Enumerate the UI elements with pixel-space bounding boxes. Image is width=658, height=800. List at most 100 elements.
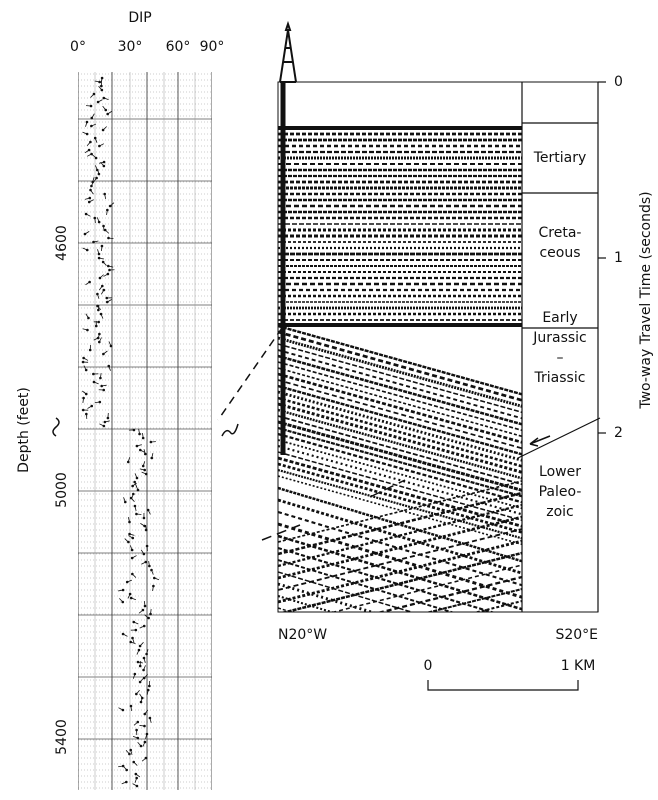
dip-tail [150, 608, 152, 615]
dip-tail [132, 783, 138, 787]
dip-tail [99, 423, 105, 427]
reflector [278, 367, 522, 438]
derrick [279, 20, 297, 83]
dip-tail [132, 482, 137, 487]
depth-label: Depth (feet) [16, 387, 32, 473]
dip-tail [98, 85, 103, 91]
dip-tail [139, 678, 144, 683]
dip-tail [140, 549, 145, 555]
dip-tail [119, 598, 124, 603]
dip-tail [99, 143, 105, 147]
reflector [278, 408, 522, 480]
unit-column [521, 82, 599, 612]
reflector [278, 539, 522, 604]
dip-tail [127, 457, 131, 463]
reflector [278, 384, 522, 456]
dip-tail [139, 468, 145, 471]
dip-tail [94, 137, 98, 143]
dip-tail [136, 649, 140, 655]
dip-tail [85, 313, 89, 319]
dip-tail [85, 213, 91, 217]
dip-tail [139, 625, 145, 629]
unit-label: Jurassic [532, 330, 587, 346]
dip-tail [132, 673, 136, 679]
dip-tail [92, 154, 97, 159]
dip-tail [141, 561, 146, 565]
unit-label: ceous [539, 245, 580, 261]
time-tick-label: 1 [614, 250, 623, 266]
dip-tail [102, 105, 107, 111]
dip-tail [87, 405, 92, 409]
unit-label: zoic [546, 504, 574, 520]
dip-tail [140, 449, 145, 453]
reflector [278, 379, 522, 450]
reflector [278, 522, 522, 599]
dip-tail [134, 473, 138, 479]
dip-tail [91, 181, 94, 187]
dip-point [102, 224, 105, 228]
dip-tail [152, 585, 154, 591]
dip-tail [100, 372, 102, 379]
dip-tail [145, 524, 147, 531]
correlation-line [217, 327, 283, 421]
dip-tail [127, 579, 133, 583]
dip-tail [137, 741, 142, 747]
dip-tail [108, 341, 112, 347]
dip-tail [85, 281, 90, 286]
depth-tick-label: 5000 [54, 472, 70, 508]
dip-tail [143, 449, 146, 455]
dip-tail [93, 240, 99, 243]
dip-tail [131, 597, 137, 601]
reflector [280, 551, 522, 612]
dip-tail [94, 401, 100, 404]
dip-tail [151, 453, 154, 459]
dip-tail [95, 165, 98, 171]
dip-tail [130, 497, 135, 502]
dip-tail [118, 765, 124, 768]
dip-tail [104, 420, 110, 423]
dip-tail [83, 365, 87, 371]
dip-tail [118, 589, 124, 592]
dip-tail [139, 725, 145, 727]
dip-tail [91, 113, 95, 119]
dip-tail [134, 505, 137, 511]
dip-tail [97, 293, 100, 299]
dip-tail [134, 777, 138, 783]
reflector [278, 607, 294, 612]
time-label: Two-way Travel Time (seconds) [638, 191, 654, 409]
dip-tail [151, 569, 154, 575]
arrow [529, 435, 551, 447]
dip-tail [108, 265, 114, 268]
dip-tail [129, 545, 133, 551]
dip-tail [145, 733, 148, 739]
dip-tail [82, 328, 88, 331]
dip-tail [144, 709, 149, 715]
reflector [278, 468, 522, 540]
dip-tail [133, 721, 139, 726]
dip-tail [130, 749, 133, 755]
dip-tail [97, 169, 100, 175]
time-tick-label: 2 [614, 425, 623, 441]
dip-tail [128, 535, 133, 539]
dip-tail [97, 99, 103, 103]
depth-tick-label: 4600 [54, 225, 70, 261]
dip-tail [129, 533, 135, 536]
dip-point [98, 340, 101, 344]
time-tick-label: 0 [614, 74, 623, 90]
reflector [278, 528, 522, 591]
dip-point [100, 384, 103, 388]
unit-label: Early [542, 310, 577, 326]
dip-tail [123, 766, 128, 771]
dip-tail [82, 397, 84, 404]
dip-tail [148, 560, 150, 567]
dip-tail [96, 217, 100, 223]
dip-tail [143, 665, 146, 671]
reflector [278, 480, 522, 543]
dip-tail [109, 202, 115, 207]
unit-label: Triassic [534, 370, 586, 386]
depth-tick-label: 5400 [54, 719, 70, 755]
reflector [278, 324, 522, 396]
break-symbol [52, 417, 60, 437]
dip-tail [127, 593, 131, 599]
